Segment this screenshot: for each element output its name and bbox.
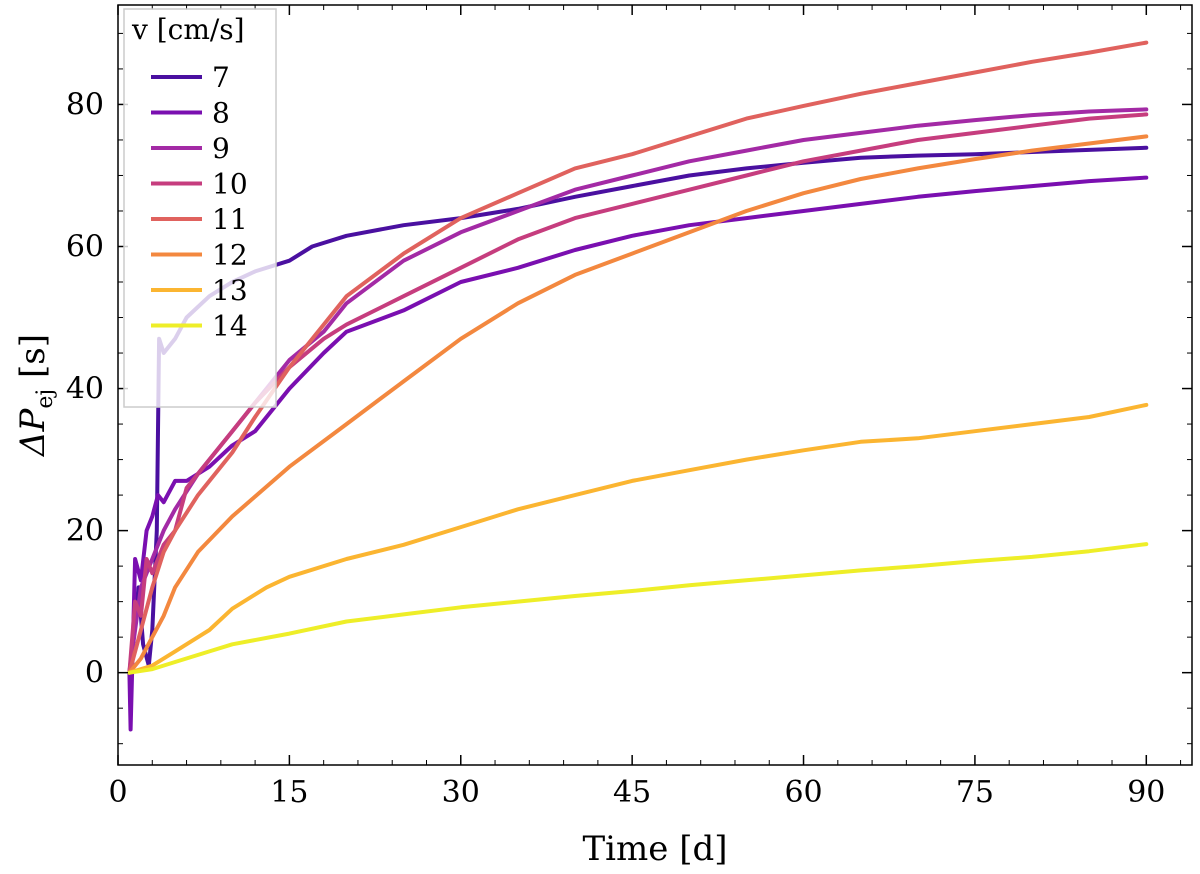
y-axis-title: ΔPej [s] [13,334,58,458]
x-tick-label: 0 [108,775,127,810]
series-line-14 [127,542,1149,675]
x-tick-label: 45 [613,775,651,810]
legend-label-14: 14 [212,310,248,343]
y-tick-label: 0 [85,656,104,691]
legend-title: v [cm/s] [131,13,245,46]
y-axis-title-subscript: ej [33,389,58,409]
x-tick-label: 15 [270,775,308,810]
series-line-12 [127,134,1149,675]
y-tick-label: 60 [66,229,104,264]
svg-text:ΔPej [s]: ΔPej [s] [13,334,58,458]
y-axis-title-unit: [s] [13,334,53,389]
legend-label-8: 8 [212,97,230,130]
y-tick-label: 20 [66,514,104,549]
legend-label-9: 9 [212,132,230,165]
y-tick-label: 80 [66,87,104,122]
series-line-7 [127,145,1149,675]
legend-box [123,8,277,408]
x-axis-title: Time [d] [582,829,727,869]
series-line-10 [127,112,1149,675]
y-axis-title-main: ΔP [13,407,53,458]
legend-label-7: 7 [212,61,230,94]
plot-area [127,40,1149,732]
x-tick-label: 30 [442,775,480,810]
axes-frame [117,4,1193,766]
legend-label-10: 10 [212,168,248,201]
legend-label-11: 11 [212,203,248,236]
x-tick-label: 75 [956,775,994,810]
x-tick-label: 90 [1127,775,1165,810]
series-line-9 [127,107,1149,675]
legend-label-12: 12 [212,239,248,272]
axes: 0 15 30 45 60 75 90 0 20 40 60 80 [66,4,1193,810]
y-tick-label: 40 [66,372,104,407]
x-tick-label: 60 [784,775,822,810]
series-line-8 [127,175,1149,732]
legend-label-13: 13 [212,274,248,307]
series-line-13 [127,402,1149,675]
series-line-11 [127,40,1149,675]
